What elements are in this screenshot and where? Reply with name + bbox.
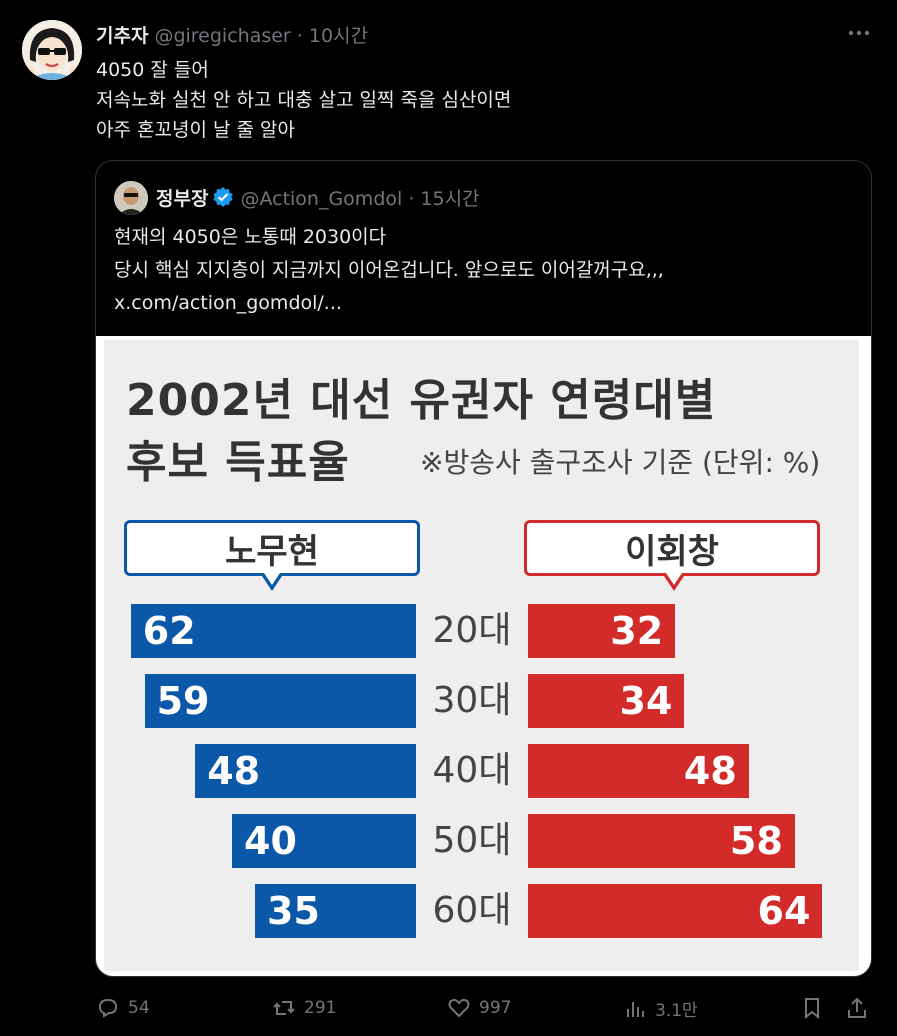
quote-author-name: 정부장 — [156, 187, 209, 210]
quote-link[interactable]: x.com/action_gomdol/... — [114, 292, 342, 314]
bar-lee: 48 — [528, 744, 749, 798]
tweet-line: 저속노화 실천 안 하고 대충 살고 일찍 죽을 심산이면 — [96, 89, 512, 111]
avatar-illustration — [22, 20, 82, 80]
reply-button[interactable]: 54 — [96, 996, 150, 1020]
bar-lee-label: 48 — [683, 749, 737, 793]
heart-icon — [448, 998, 470, 1018]
like-button[interactable]: 997 — [447, 996, 511, 1020]
bookmark-icon — [805, 998, 819, 1020]
bar-roh: 48 — [195, 744, 416, 798]
bar-lee: 34 — [528, 674, 685, 728]
reply-count: 54 — [128, 998, 150, 1018]
repost-button[interactable]: 291 — [272, 996, 336, 1020]
age-group-label: 20대 — [432, 610, 512, 651]
bar-roh: 62 — [130, 604, 416, 658]
chart-title-line2: 후보 득표율 — [126, 437, 350, 488]
legend-roh-pointer-inner — [264, 573, 280, 585]
legend-roh: 노무현 — [124, 520, 420, 576]
chart-panel: 2002년 대선 유권자 연령대별 후보 득표율 ※방송사 출구조사 기준 (단… — [104, 340, 859, 971]
tweet-actions: 54 291 997 3.1만 — [0, 990, 897, 1030]
author-avatar[interactable] — [22, 20, 82, 80]
quote-header: 정부장 @Action_Gomdol · 15시간 — [156, 182, 480, 212]
bar-roh-label: 35 — [267, 889, 320, 933]
tweet-line: 4050 잘 들어 — [96, 59, 209, 81]
share-button[interactable] — [845, 996, 869, 1020]
bar-roh: 40 — [232, 814, 416, 868]
age-group-label: 60대 — [432, 890, 512, 931]
quote-handle-time: @Action_Gomdol · 15시간 — [240, 187, 480, 210]
views-chart-icon — [627, 1001, 644, 1017]
tweet-text: 4050 잘 들어 저속노화 실천 안 하고 대충 살고 일찍 죽을 심산이면 … — [96, 55, 856, 145]
bookmark-button[interactable] — [800, 996, 824, 1020]
bar-roh: 59 — [144, 674, 416, 728]
quote-line: 현재의 4050은 노통때 2030이다 — [114, 226, 387, 248]
bar-lee: 58 — [528, 814, 795, 868]
bar-lee-label: 32 — [610, 609, 664, 653]
bar-roh-label: 40 — [244, 819, 297, 863]
verified-badge-icon — [212, 186, 234, 208]
bar-roh-label: 48 — [207, 749, 261, 793]
bar-lee: 32 — [528, 604, 676, 658]
legend-lee: 이회창 — [524, 520, 820, 576]
bar-lee-label: 64 — [757, 889, 811, 933]
tweet-line: 아주 혼꼬녕이 날 줄 알아 — [96, 119, 295, 141]
chart-image[interactable]: 2002년 대선 유권자 연령대별 후보 득표율 ※방송사 출구조사 기준 (단… — [96, 336, 871, 976]
quote-text: 현재의 4050은 노통때 2030이다 당시 핵심 지지층이 지금까지 이어온… — [114, 221, 854, 320]
bar-lee: 64 — [528, 884, 823, 938]
author-handle-time[interactable]: @giregichaser · 10시간 — [154, 24, 369, 47]
chart-title-line1: 2002년 대선 유권자 연령대별 — [126, 375, 717, 426]
quote-line: 당시 핵심 지지층이 지금까지 이어온겁니다. 앞으로도 이어갈꺼구요,,, — [114, 259, 664, 281]
more-horizontal-icon[interactable] — [845, 22, 873, 44]
chart-subtitle: ※방송사 출구조사 기준 (단위: %) — [420, 446, 821, 479]
age-group-label: 30대 — [432, 680, 512, 721]
quote-author-avatar — [114, 181, 148, 215]
bar-roh: 35 — [255, 884, 416, 938]
share-icon — [848, 997, 866, 1018]
author-name[interactable]: 기추자 — [96, 24, 149, 47]
bar-roh-label: 62 — [142, 609, 196, 653]
reply-icon — [98, 998, 118, 1018]
bar-lee-label: 34 — [619, 679, 673, 723]
bar-roh-label: 59 — [156, 679, 210, 723]
view-count: 3.1만 — [655, 1001, 698, 1021]
views-button[interactable]: 3.1만 — [623, 996, 698, 1021]
repost-count: 291 — [304, 998, 337, 1018]
repost-icon — [273, 1001, 295, 1015]
tweet-header: 기추자 @giregichaser · 10시간 — [96, 20, 368, 48]
quoted-tweet[interactable]: 정부장 @Action_Gomdol · 15시간 현재의 4050은 노통때 … — [95, 160, 872, 977]
bar-lee-label: 58 — [729, 819, 783, 863]
legend-lee-pointer-inner — [666, 573, 682, 585]
like-count: 997 — [479, 998, 512, 1018]
age-group-label: 50대 — [432, 820, 512, 861]
age-group-label: 40대 — [432, 750, 512, 791]
